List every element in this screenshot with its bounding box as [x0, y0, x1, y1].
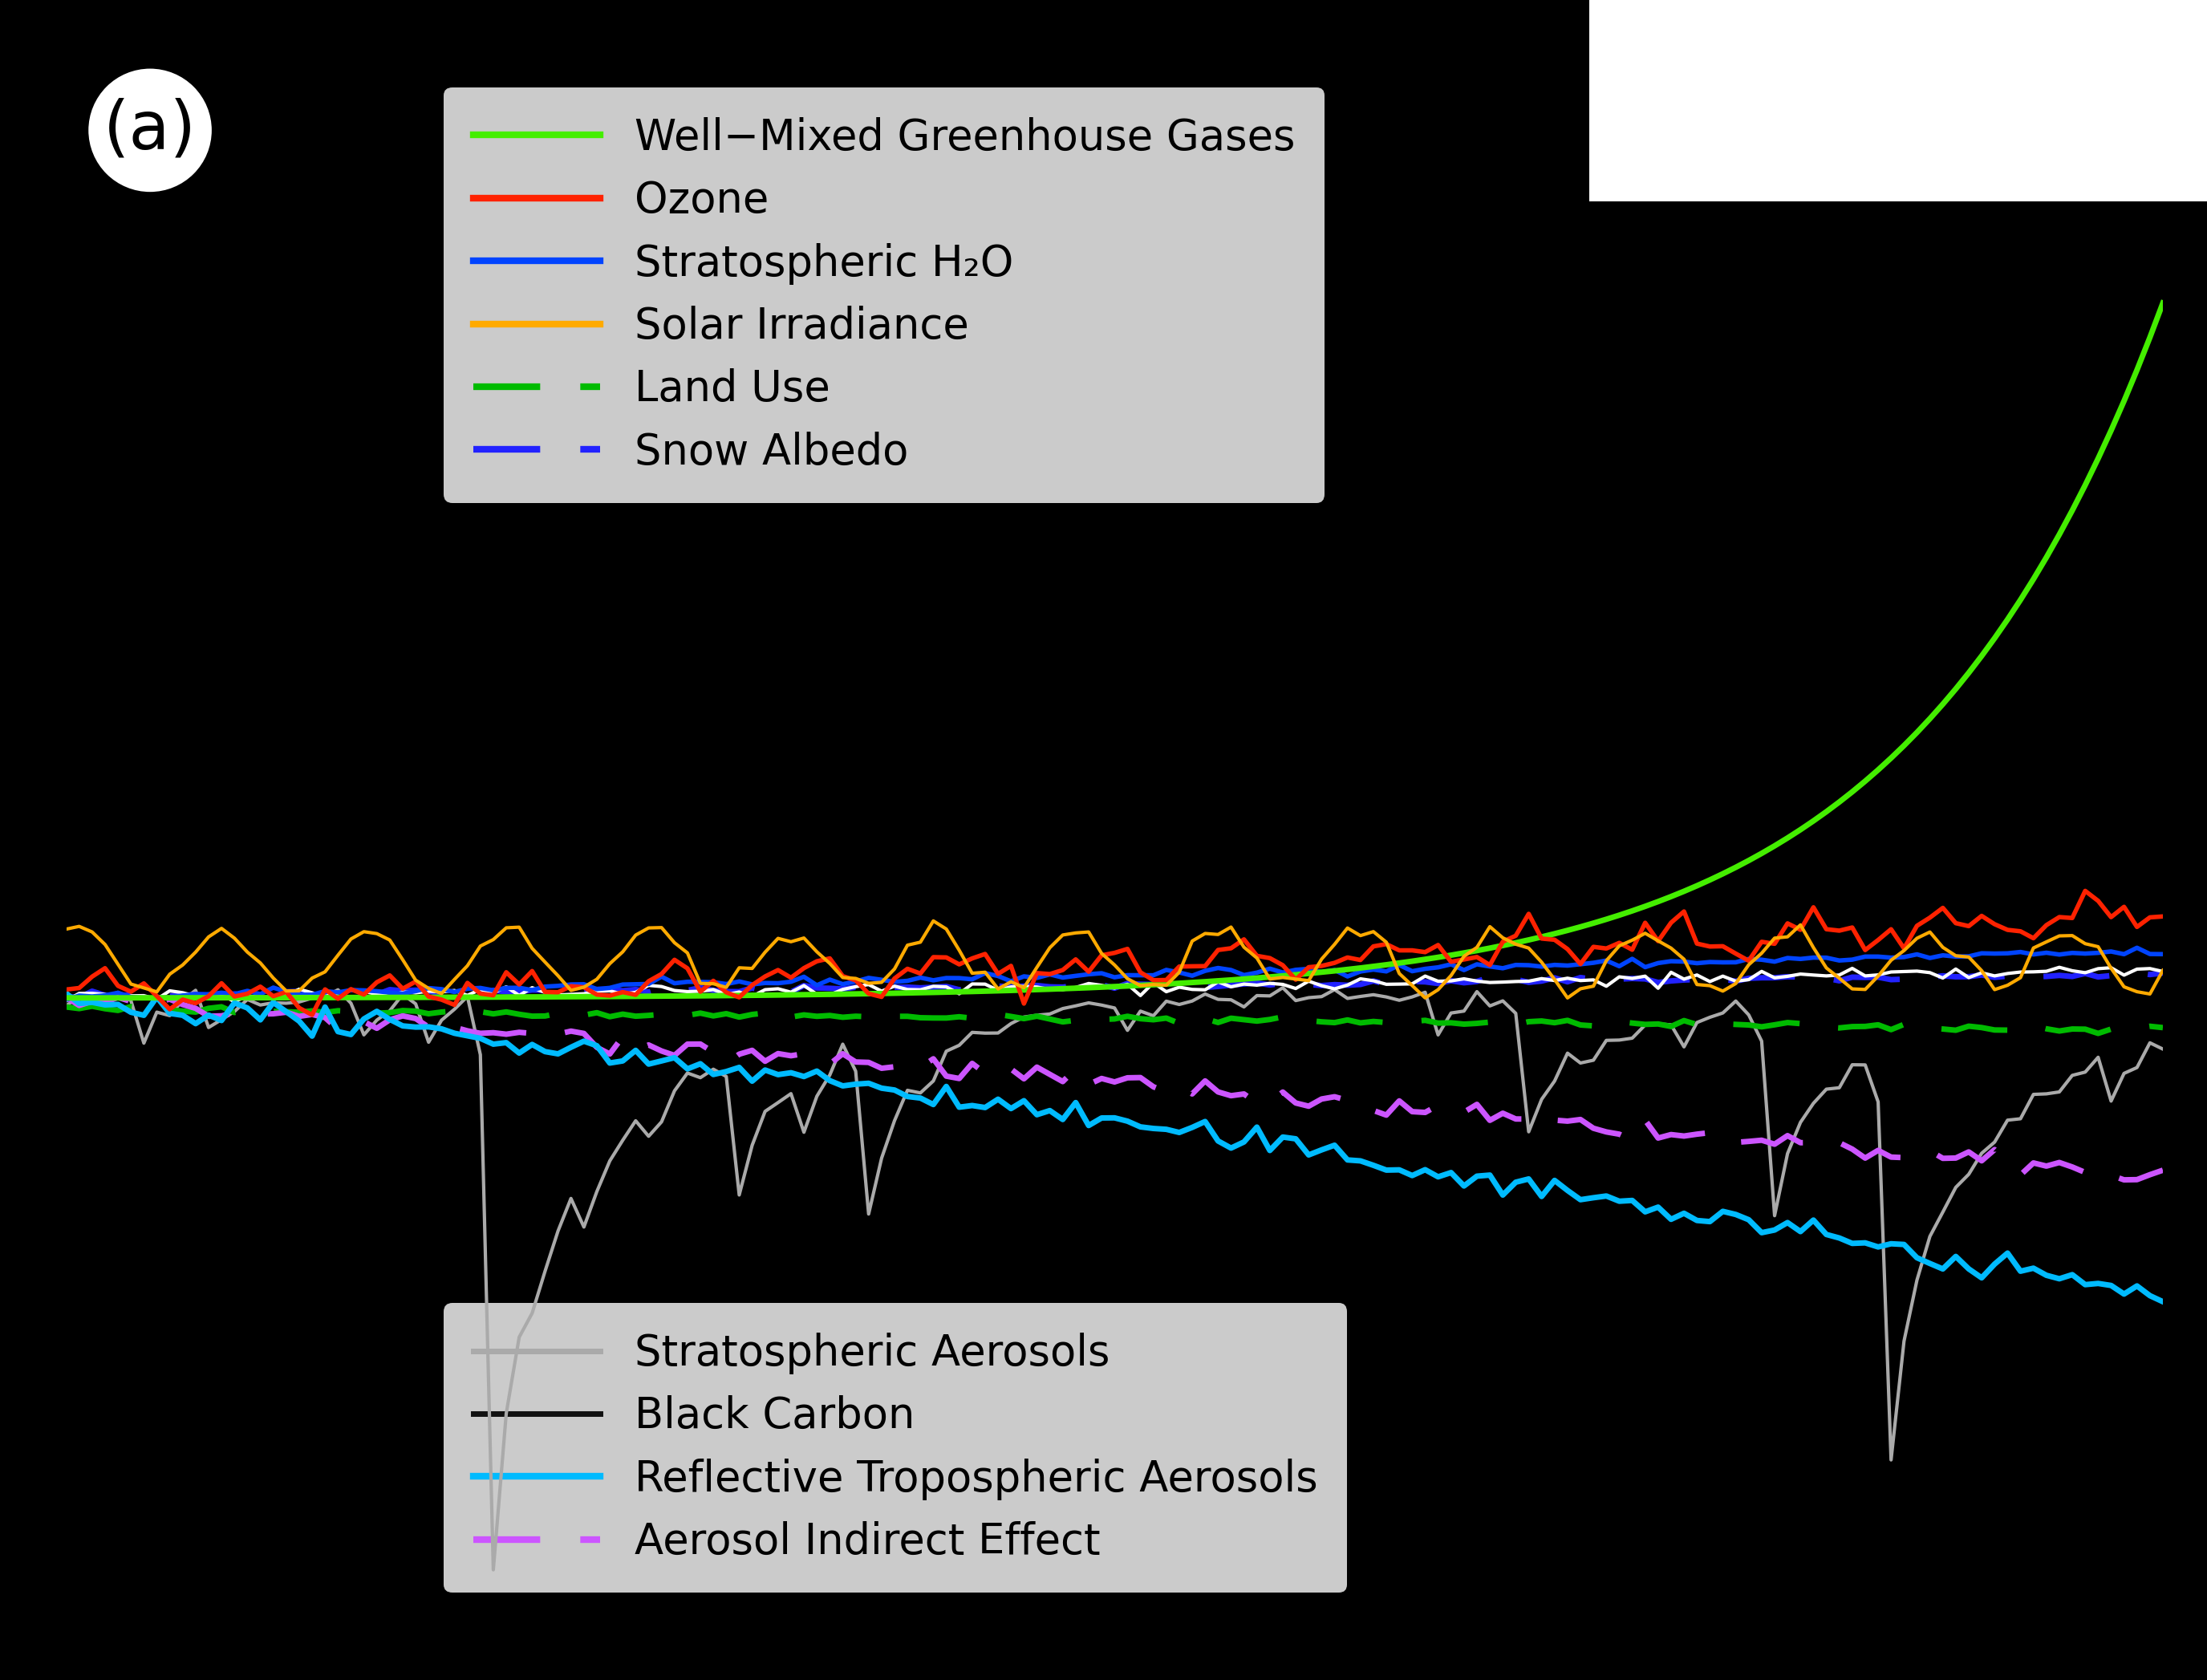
Legend: Stratospheric Aerosols, Black Carbon, Reflective Tropospheric Aerosols, Aerosol : Stratospheric Aerosols, Black Carbon, Re…: [444, 1304, 1346, 1593]
Text: (a): (a): [104, 97, 196, 163]
